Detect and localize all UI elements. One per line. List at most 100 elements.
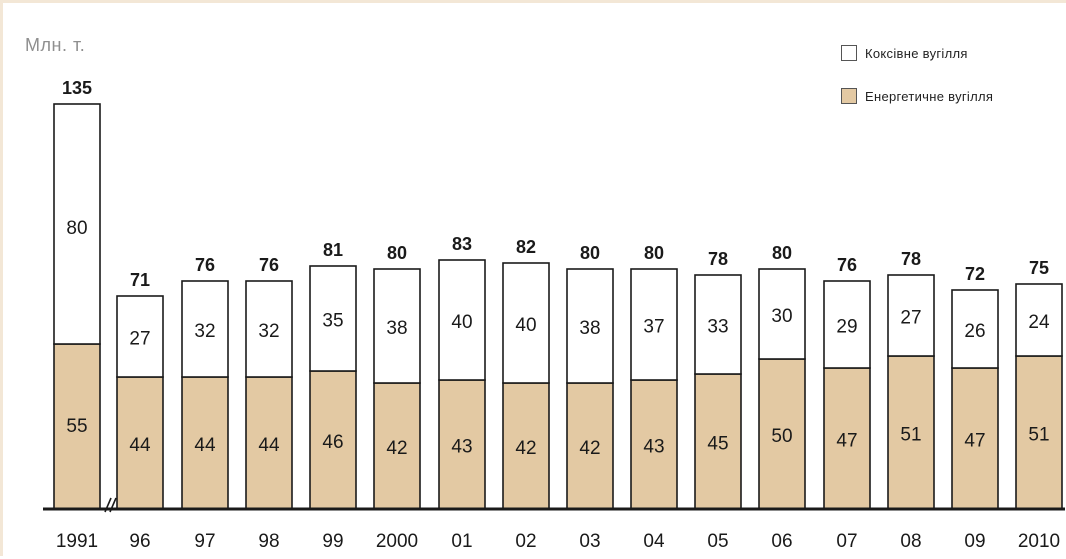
legend-item-energy: Енергетичне вугілля: [841, 84, 993, 108]
label-coking-07: 29: [836, 317, 857, 338]
label-energy-07: 47: [836, 431, 857, 452]
label-coking-02: 40: [515, 315, 536, 336]
x-tick-07: 07: [836, 531, 857, 552]
bar-energy-98: [245, 376, 293, 510]
label-total-01: 83: [452, 234, 472, 254]
label-total-2010: 75: [1029, 258, 1049, 278]
label-total-04: 80: [644, 243, 664, 263]
label-coking-06: 30: [771, 306, 792, 327]
label-total-1991: 135: [62, 78, 92, 98]
x-tick-08: 08: [900, 531, 921, 552]
x-tick-09: 09: [964, 531, 985, 552]
label-coking-2000: 38: [386, 318, 407, 339]
bar-energy-96: [116, 376, 164, 510]
bar-coking-2000: [373, 268, 421, 384]
label-energy-96: 44: [129, 435, 151, 456]
bar-energy-99: [309, 370, 357, 510]
label-total-2000: 80: [387, 243, 407, 263]
label-coking-96: 27: [129, 329, 150, 350]
bar-energy-09: [951, 367, 999, 510]
bar-energy-01: [438, 379, 486, 510]
bar-energy-02: [502, 382, 550, 510]
legend: Коксівне вугілля Енергетичне вугілля: [841, 41, 993, 127]
bar-energy-03: [566, 382, 614, 510]
label-total-96: 71: [130, 270, 150, 290]
axis-break-mark-left: [104, 497, 112, 513]
x-tick-03: 03: [579, 531, 600, 552]
bar-energy-08: [887, 355, 935, 510]
label-energy-01: 43: [451, 437, 472, 458]
label-energy-99: 46: [322, 432, 343, 453]
label-coking-09: 26: [964, 321, 985, 342]
label-coking-05: 33: [707, 317, 728, 338]
label-coking-99: 35: [322, 311, 343, 332]
label-energy-02: 42: [515, 438, 536, 459]
label-total-99: 81: [323, 240, 343, 260]
x-tick-98: 98: [258, 531, 279, 552]
bar-coking-02: [502, 262, 550, 384]
bar-coking-01: [438, 259, 486, 381]
label-total-08: 78: [901, 249, 921, 269]
bar-energy-07: [823, 367, 871, 510]
label-energy-09: 47: [964, 431, 985, 452]
label-energy-05: 45: [707, 434, 728, 455]
label-energy-08: 51: [900, 425, 921, 446]
bar-energy-2000: [373, 382, 421, 510]
legend-item-coking: Коксівне вугілля: [841, 41, 993, 65]
label-energy-04: 43: [643, 437, 664, 458]
bar-coking-06: [758, 268, 806, 360]
label-total-06: 80: [772, 243, 792, 263]
label-coking-01: 40: [451, 312, 472, 333]
bar-coking-99: [309, 265, 357, 372]
bar-coking-07: [823, 280, 871, 369]
x-tick-01: 01: [451, 531, 472, 552]
label-total-02: 82: [516, 237, 536, 257]
label-coking-98: 32: [258, 321, 279, 342]
legend-label-coking: Коксівне вугілля: [865, 45, 968, 61]
bar-coking-97: [181, 280, 229, 378]
x-tick-06: 06: [771, 531, 792, 552]
x-tick-2000: 2000: [376, 531, 418, 552]
label-energy-1991: 55: [66, 416, 87, 437]
label-energy-03: 42: [579, 438, 600, 459]
label-coking-97: 32: [194, 321, 215, 342]
x-tick-1991: 1991: [56, 531, 98, 552]
x-tick-04: 04: [643, 531, 665, 552]
x-tick-99: 99: [322, 531, 343, 552]
bar-coking-2010: [1015, 283, 1063, 357]
legend-swatch-energy: [841, 88, 857, 104]
legend-label-energy: Енергетичне вугілля: [865, 88, 994, 104]
label-coking-2010: 24: [1028, 312, 1050, 333]
stacked-bar-chart: 55 80 135 1991 44 27 71 96 44 32 76 97 44 32 76 98 46 35 8…: [43, 78, 1065, 552]
label-energy-06: 50: [771, 426, 792, 447]
bar-coking-03: [566, 268, 614, 384]
bar-coking-1991: [53, 103, 101, 345]
label-coking-1991: 80: [66, 218, 87, 239]
label-coking-04: 37: [643, 317, 664, 338]
label-energy-2000: 42: [386, 438, 407, 459]
label-total-03: 80: [580, 243, 600, 263]
label-total-07: 76: [837, 255, 857, 275]
label-total-98: 76: [259, 255, 279, 275]
bar-coking-96: [116, 295, 164, 378]
label-total-09: 72: [965, 264, 985, 284]
x-tick-05: 05: [707, 531, 728, 552]
label-total-05: 78: [708, 249, 728, 269]
x-tick-2010: 2010: [1018, 531, 1060, 552]
y-axis-unit-label: Млн. т.: [25, 35, 86, 55]
axis-break-mark-right: [109, 497, 117, 513]
bar-energy-05: [694, 373, 742, 510]
label-coking-08: 27: [900, 308, 921, 329]
bar-coking-05: [694, 274, 742, 375]
bar-energy-1991: [53, 343, 101, 510]
x-tick-02: 02: [515, 531, 536, 552]
label-total-97: 76: [195, 255, 215, 275]
x-tick-96: 96: [129, 531, 150, 552]
label-energy-97: 44: [194, 435, 216, 456]
label-energy-98: 44: [258, 435, 280, 456]
label-energy-2010: 51: [1028, 425, 1049, 446]
bar-coking-08: [887, 274, 935, 357]
x-tick-97: 97: [194, 531, 215, 552]
legend-swatch-coking: [841, 45, 857, 61]
